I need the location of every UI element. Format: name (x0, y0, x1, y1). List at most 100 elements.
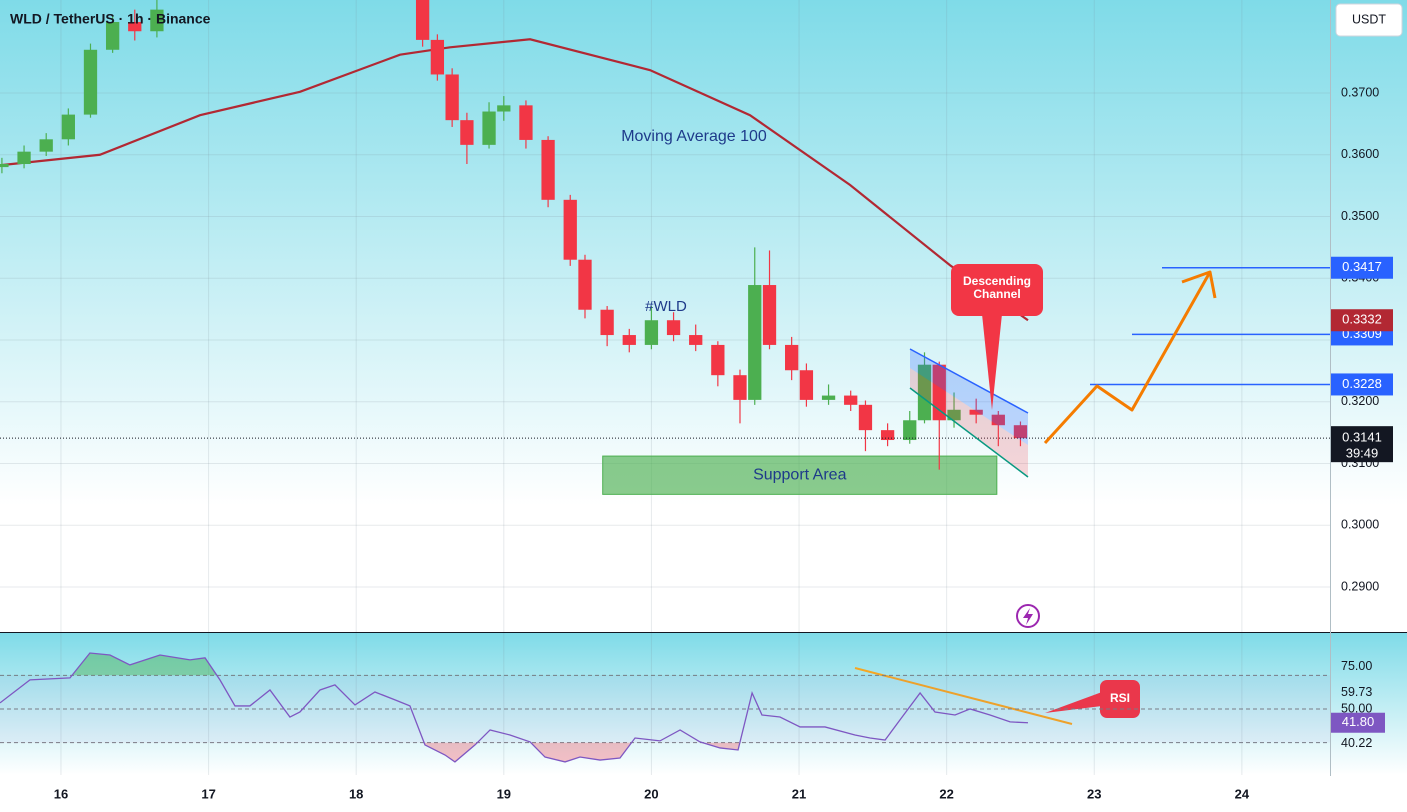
channel-callout-pointer (982, 314, 1002, 410)
rsi-callout-pointer (1045, 692, 1102, 713)
ma-badge (1331, 309, 1393, 332)
x-tick-label: 21 (792, 786, 806, 801)
channel-lower-fill (910, 368, 1028, 477)
x-tick-label: 20 (644, 786, 658, 801)
candle-body (917, 364, 932, 421)
y-tick-label: 0.3200 (1341, 394, 1379, 408)
candle-body (799, 370, 814, 400)
level-badge (1331, 256, 1393, 279)
channel-callout-box (951, 264, 1043, 316)
candle-body (0, 164, 9, 168)
candle-body (460, 120, 474, 145)
y-tick-label: 0.3000 (1341, 518, 1379, 532)
candle-body (61, 114, 75, 140)
channel-lower-line (909, 387, 1029, 478)
candle-body (844, 395, 858, 405)
x-tick-label: 17 (201, 786, 215, 801)
price-plot: Support Area (0, 0, 1330, 495)
rsi-tick-label: 50.00 (1341, 701, 1372, 715)
x-tick-label: 22 (939, 786, 953, 801)
candle-body (541, 139, 555, 200)
grid (0, 0, 1330, 775)
candle-body (947, 409, 961, 421)
rsi-line (0, 652, 1029, 763)
level-badge (1331, 373, 1393, 396)
candle-body (858, 404, 873, 431)
rsi-plot (0, 652, 1330, 763)
channel-upper-fill (910, 349, 1028, 445)
candle-body (39, 139, 53, 152)
overbought-fill (0, 652, 1028, 676)
y-tick-label: 0.3600 (1341, 147, 1379, 161)
candle-body (445, 74, 459, 121)
currency-button[interactable] (1335, 3, 1403, 37)
channel-callout-text: Descending Channel (962, 274, 1031, 301)
current-price-badge (1331, 426, 1393, 463)
y-tick-label: 0.3500 (1341, 209, 1379, 223)
moving-average-line (0, 38, 1029, 322)
x-tick-label: 23 (1087, 786, 1101, 801)
candle-body (748, 285, 762, 400)
channel-upper-line (909, 348, 1029, 414)
rsi-tick-label: 75.00 (1341, 659, 1372, 673)
candle-body (880, 430, 895, 441)
projection-arrowhead (1181, 270, 1217, 299)
candle-body (969, 409, 983, 415)
price-pane-background (0, 0, 1407, 632)
rsi-current-label: 41.80 (1342, 714, 1375, 729)
candle-body (497, 105, 511, 112)
rsi-current-badge (1331, 712, 1385, 733)
projection-path (1043, 271, 1212, 445)
candle-body (733, 375, 747, 400)
rsi-trendline (854, 667, 1073, 725)
x-tick-label: 18 (349, 786, 363, 801)
moving-average-label: Moving Average 100 (621, 128, 767, 145)
candle-body (689, 335, 703, 345)
candle-body (150, 9, 164, 32)
candle-body (785, 344, 799, 371)
candle-body (519, 105, 533, 140)
drawings (854, 264, 1217, 725)
candle-body (932, 364, 946, 421)
candle-body (563, 199, 577, 260)
candle-body (644, 320, 659, 345)
rsi-axis-label: 40.22 (1341, 736, 1372, 750)
candle-body (578, 259, 592, 310)
chart-title: WLD / TetherUS · 1h · Binance (10, 11, 211, 27)
currency-label[interactable]: USDT (1352, 12, 1386, 26)
candle-body (83, 49, 98, 115)
x-tick-label: 24 (1235, 786, 1250, 801)
candle-body (17, 151, 31, 165)
x-tick-label: 16 (54, 786, 68, 801)
level-label: 0.3228 (1342, 376, 1382, 391)
candle-body (415, 0, 430, 40)
symbol-label: #WLD (645, 298, 687, 315)
support-area-label: Support Area (753, 466, 847, 483)
ma-label: 0.3332 (1342, 312, 1382, 327)
candle-body (762, 285, 777, 345)
candle-body (622, 335, 636, 345)
support-area (602, 455, 998, 495)
x-tick-label: 19 (497, 786, 511, 801)
y-tick-label: 0.2900 (1341, 579, 1379, 593)
candle-body (821, 395, 836, 400)
candle-body (482, 111, 496, 145)
candle-body (430, 39, 445, 75)
candle-body (128, 21, 142, 32)
candle-body (903, 420, 917, 441)
countdown-label: 39:49 (1346, 446, 1379, 461)
rsi-callout-text: RSI (1109, 691, 1130, 705)
candle-body (600, 309, 614, 336)
candle-body (666, 320, 681, 336)
candle-body (105, 21, 120, 50)
level-label: 0.3417 (1342, 259, 1382, 274)
alert-icon-bolt (1023, 608, 1033, 625)
axes: 0.29000.30000.31000.32000.33000.34000.35… (54, 85, 1393, 801)
candle-body (991, 414, 1005, 426)
y-tick-label: 0.3700 (1341, 85, 1379, 99)
candle-body (711, 344, 725, 376)
